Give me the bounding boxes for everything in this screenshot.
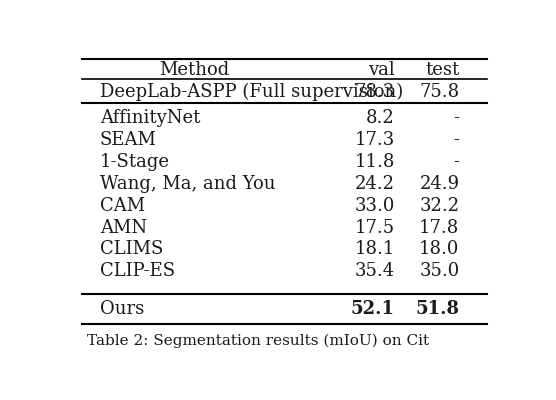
Text: 17.5: 17.5 [355, 218, 395, 236]
Text: CLIMS: CLIMS [100, 240, 163, 258]
Text: Ours: Ours [100, 300, 144, 318]
Text: 52.1: 52.1 [351, 300, 395, 318]
Text: 32.2: 32.2 [419, 197, 459, 215]
Text: 1-Stage: 1-Stage [100, 153, 170, 171]
Text: 78.3: 78.3 [355, 83, 395, 101]
Text: Wang, Ma, and You: Wang, Ma, and You [100, 175, 275, 193]
Text: 18.0: 18.0 [419, 240, 459, 258]
Text: Method: Method [160, 60, 230, 78]
Text: CLIP-ES: CLIP-ES [100, 262, 175, 280]
Text: val: val [368, 60, 395, 78]
Text: 51.8: 51.8 [415, 300, 459, 318]
Text: 24.2: 24.2 [355, 175, 395, 193]
Text: 35.0: 35.0 [419, 262, 459, 280]
Text: 35.4: 35.4 [355, 262, 395, 280]
Text: -: - [454, 131, 459, 149]
Text: 11.8: 11.8 [355, 153, 395, 171]
Text: 17.3: 17.3 [355, 131, 395, 149]
Text: 33.0: 33.0 [355, 197, 395, 215]
Text: 18.1: 18.1 [355, 240, 395, 258]
Text: -: - [454, 109, 459, 127]
Text: SEAM: SEAM [100, 131, 157, 149]
Text: 24.9: 24.9 [419, 175, 459, 193]
Text: AMN: AMN [100, 218, 147, 236]
Text: Table 2: Segmentation results (mIoU) on Cit: Table 2: Segmentation results (mIoU) on … [87, 334, 429, 348]
Text: -: - [454, 153, 459, 171]
Text: CAM: CAM [100, 197, 145, 215]
Text: AffinityNet: AffinityNet [100, 109, 200, 127]
Text: 17.8: 17.8 [419, 218, 459, 236]
Text: DeepLab-ASPP (Full supervision): DeepLab-ASPP (Full supervision) [100, 83, 403, 101]
Text: test: test [425, 60, 459, 78]
Text: 8.2: 8.2 [366, 109, 395, 127]
Text: 75.8: 75.8 [419, 83, 459, 101]
